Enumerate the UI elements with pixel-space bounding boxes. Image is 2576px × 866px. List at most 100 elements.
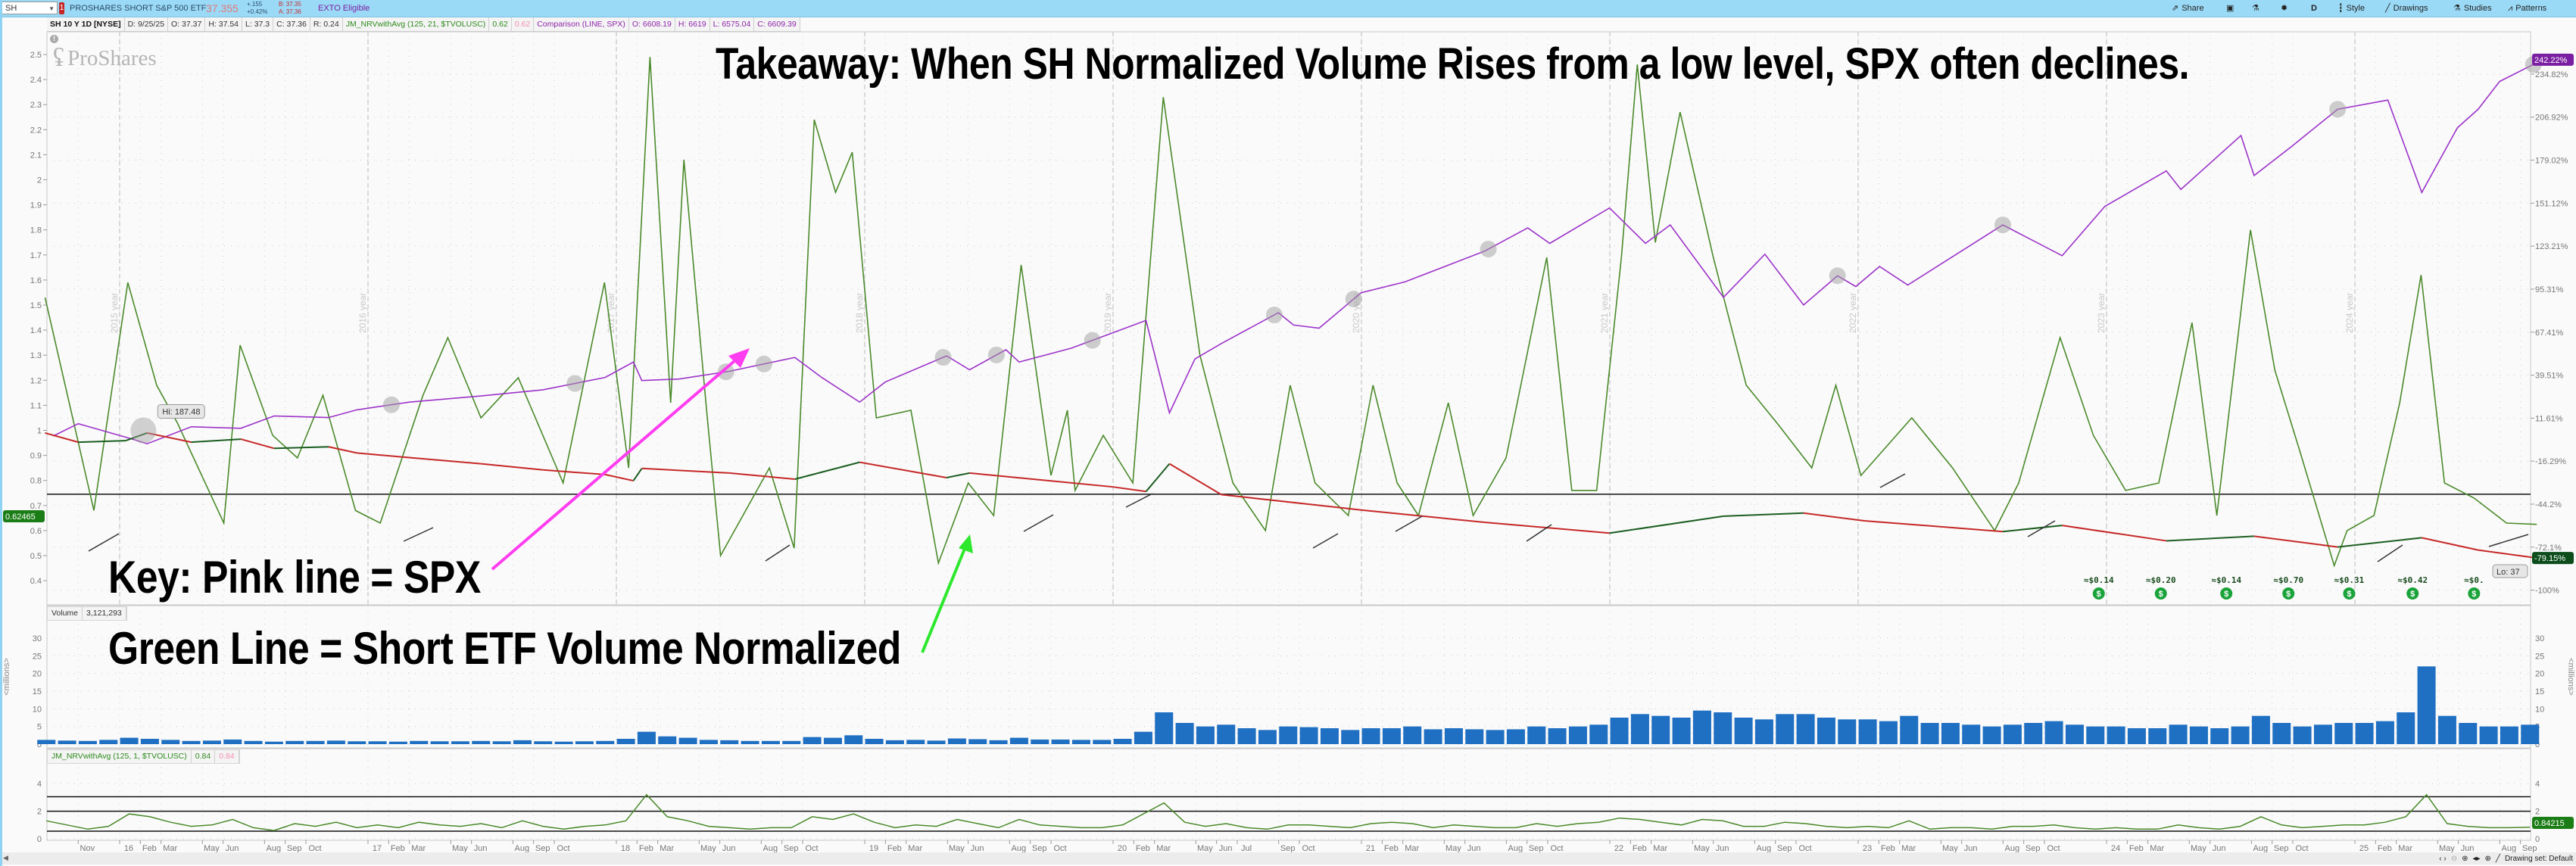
sh-price-segment bbox=[794, 461, 860, 480]
volume-header: Volume 3,121,293 bbox=[47, 606, 127, 621]
symbol-input[interactable]: SH ▼ bbox=[2, 2, 58, 14]
left-axis-label: 1 bbox=[37, 427, 42, 436]
draw-line-icon[interactable]: ╱ bbox=[2495, 854, 2500, 863]
x-axis-label: Jun bbox=[1219, 844, 1233, 853]
studies-flask-button[interactable]: ⚗ bbox=[2252, 0, 2259, 17]
pan-icon[interactable]: ◂▸ bbox=[2472, 854, 2481, 863]
nrv-axis-label-left: 0 bbox=[37, 835, 42, 844]
x-axis-label: Jun bbox=[722, 844, 736, 853]
dividend-label: ≈$0.42 bbox=[2397, 575, 2428, 585]
volume-bar bbox=[1051, 739, 1070, 744]
volume-bar bbox=[37, 740, 56, 744]
x-axis-label: Sep bbox=[2522, 844, 2537, 853]
patterns-button[interactable]: ⩘ Patterns bbox=[2508, 0, 2546, 17]
dividend-icon bbox=[2468, 587, 2481, 600]
scroll-left-icon[interactable]: ◀ bbox=[3, 854, 8, 861]
exto-eligible[interactable]: EXTO Eligible bbox=[318, 4, 370, 13]
dividend-icon bbox=[2406, 587, 2419, 600]
volume-bar bbox=[2521, 724, 2540, 744]
study-avg: 0.62 bbox=[512, 17, 535, 31]
sh-price-segment bbox=[729, 472, 795, 481]
x-axis-label: Aug bbox=[267, 844, 282, 853]
scroll-arrows-icon[interactable]: ‹ › bbox=[2439, 854, 2447, 863]
volume-bar bbox=[1217, 724, 1236, 744]
alert-icon[interactable]: ! bbox=[50, 35, 58, 43]
x-axis-label: Mar bbox=[2398, 844, 2412, 853]
drawing-set[interactable]: Drawing set: Default bbox=[2504, 854, 2573, 863]
alert-count-badge[interactable]: 1 bbox=[59, 2, 64, 14]
dividend-label: ≈$0.14 bbox=[2084, 575, 2114, 585]
volume-bar bbox=[182, 740, 201, 744]
nrv-header: JM_NRVwithAvg (125, 1, $TVOLUSC) 0.84 0.… bbox=[47, 749, 240, 764]
crosshair-icon[interactable]: ⊕ bbox=[2484, 854, 2491, 863]
x-axis-label: May bbox=[1694, 844, 1710, 853]
bar-open: O: 37.37 bbox=[168, 17, 206, 31]
volume-bar bbox=[1258, 730, 1277, 744]
volume-bar bbox=[161, 740, 180, 744]
drawings-label: Drawings bbox=[2393, 4, 2428, 13]
chevron-down-icon[interactable]: ▼ bbox=[48, 5, 55, 12]
volume-bar bbox=[2127, 727, 2146, 744]
volume-label[interactable]: Volume bbox=[48, 607, 83, 620]
right-axis-label: -100% bbox=[2535, 587, 2559, 596]
study-name[interactable]: JM_NRVwithAvg (125, 21, $TVOLUSC) bbox=[343, 17, 490, 31]
volume-unit-label-left: <millions> bbox=[2, 658, 11, 696]
volume-bar bbox=[1692, 710, 1711, 744]
settings-button[interactable]: ✹ bbox=[2281, 0, 2288, 17]
drawings-button[interactable]: ╱ Drawings bbox=[2385, 0, 2428, 17]
event-marker bbox=[1480, 241, 1497, 258]
volume-bar bbox=[410, 740, 429, 744]
aggregation-label: D bbox=[2311, 4, 2317, 13]
event-marker bbox=[987, 346, 1005, 363]
comparison-name[interactable]: Comparison (LINE, SPX) bbox=[534, 17, 629, 31]
volume-axis-label-left: 15 bbox=[33, 687, 42, 696]
horizontal-scrollbar[interactable]: ◀ bbox=[0, 852, 2576, 864]
year-divider-label: 2018 year bbox=[854, 293, 865, 333]
volume-bar bbox=[1009, 737, 1028, 744]
nrv-label[interactable]: JM_NRVwithAvg (125, 1, $TVOLUSC) bbox=[48, 750, 192, 763]
volume-bar bbox=[1465, 729, 1484, 744]
zoom-out-icon[interactable]: ⊖ bbox=[2450, 854, 2458, 863]
right-axis-label: 39.51% bbox=[2535, 372, 2564, 381]
volume-bar bbox=[720, 740, 739, 744]
sh-price-segment bbox=[1112, 486, 1146, 493]
chart-settings-alert-button[interactable]: ▣ bbox=[2226, 0, 2234, 17]
volume-bar bbox=[348, 741, 366, 744]
studies-button[interactable]: ⚗ Studies bbox=[2453, 0, 2492, 17]
event-marker bbox=[755, 355, 772, 372]
style-button[interactable]: ┇ Style bbox=[2338, 0, 2365, 17]
x-axis-label: 20 bbox=[1118, 844, 1127, 853]
volume-bar bbox=[1403, 726, 1422, 744]
sh-last-badge bbox=[2532, 552, 2574, 565]
nrv-axis-label: 4 bbox=[2535, 780, 2540, 789]
dividend-icon-glyph: $ bbox=[2159, 590, 2163, 599]
sh-price-segment bbox=[2478, 549, 2537, 559]
dividend-icon bbox=[2154, 587, 2167, 600]
patterns-icon: ⩘ bbox=[2508, 4, 2513, 13]
volume-bar bbox=[78, 740, 97, 744]
dividend-label: ≈$0.14 bbox=[2211, 575, 2241, 585]
volume-bar bbox=[2210, 727, 2229, 744]
sh-price-segment bbox=[78, 440, 126, 444]
volume-bar bbox=[1941, 722, 1960, 744]
aggregation-button[interactable]: D bbox=[2311, 0, 2317, 17]
volume-bar bbox=[2251, 715, 2270, 744]
left-axis-label: 2.1 bbox=[30, 151, 42, 160]
year-divider-label: 2017 year bbox=[606, 293, 616, 333]
sh-price-segment bbox=[240, 438, 275, 450]
volume-bar bbox=[927, 740, 946, 744]
left-axis-label: 1.8 bbox=[30, 226, 42, 235]
volume-bar bbox=[223, 739, 242, 744]
volume-axis-label-left: 0 bbox=[37, 740, 42, 749]
zoom-in-icon[interactable]: ⊕ bbox=[2462, 854, 2468, 863]
event-marker bbox=[717, 363, 734, 381]
chart-label[interactable]: SH 10 Y 1D [NYSE] bbox=[47, 17, 125, 31]
volume-bar bbox=[1589, 724, 1608, 744]
year-divider-label: 2019 year bbox=[1102, 293, 1113, 333]
x-axis-label: Oct bbox=[2295, 844, 2308, 853]
nrv-last-badge bbox=[3, 510, 45, 522]
share-button[interactable]: ⇗ Share bbox=[2172, 0, 2204, 17]
magenta-arrow bbox=[491, 354, 742, 571]
event-marker bbox=[2329, 101, 2347, 118]
